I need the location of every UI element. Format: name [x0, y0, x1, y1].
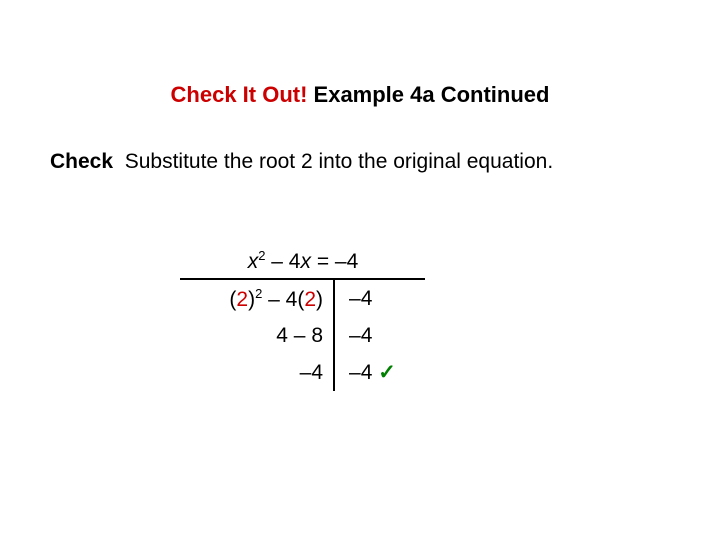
instruction-body: Substitute the root 2 into the original …	[125, 150, 553, 173]
table-row: –4 –4 ✓	[180, 354, 425, 391]
table-row: (2)2 – 4(2) –4	[180, 279, 425, 318]
slide-title: Check It Out! Example 4a Continued	[0, 82, 720, 108]
step-left: 4 – 8	[180, 318, 334, 354]
title-part-black: Example 4a Continued	[314, 82, 550, 107]
check-label: Check	[50, 150, 113, 173]
step-left: (2)2 – 4(2)	[180, 279, 334, 318]
instruction-text: Check Substitute the root 2 into the ori…	[50, 148, 630, 176]
step-right: –4	[334, 279, 425, 318]
verification-table: (2)2 – 4(2) –4 4 – 8 –4 –4 –4 ✓	[180, 278, 425, 391]
original-equation: x2 – 4x = –4	[188, 248, 418, 278]
checkmark-icon: ✓	[378, 361, 396, 384]
step-left: –4	[180, 354, 334, 391]
verification-work: x2 – 4x = –4 (2)2 – 4(2) –4 4 – 8 –4 –4 …	[180, 248, 425, 391]
table-row: 4 – 8 –4	[180, 318, 425, 354]
step-right: –4 ✓	[334, 354, 425, 391]
title-part-red: Check It Out!	[171, 82, 314, 107]
step-right: –4	[334, 318, 425, 354]
